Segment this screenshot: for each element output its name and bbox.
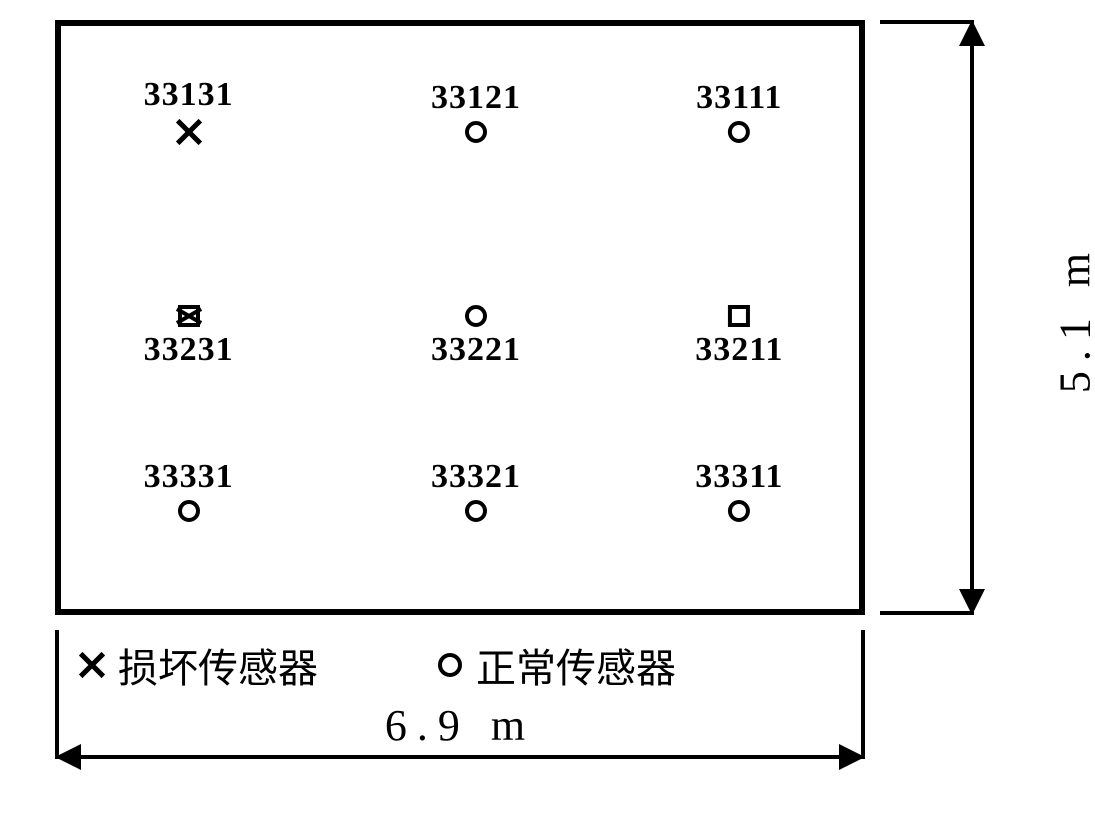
sensor-label: 33331: [144, 458, 234, 496]
dim-v-ext-top: [880, 20, 970, 24]
square-icon: [728, 305, 750, 327]
circle-icon: [728, 500, 750, 522]
x-square-icon: [178, 305, 200, 327]
sensor-33231: 33231: [144, 301, 234, 369]
legend-item: 正常传感器: [438, 636, 676, 694]
sensor-33331: 33331: [144, 458, 234, 526]
dim-h-line: [55, 755, 865, 759]
sensor-label: 33211: [695, 331, 783, 369]
sensor-33121: 33121: [431, 79, 521, 147]
circle-icon: [438, 653, 462, 677]
sensor-33111: 33111: [696, 79, 782, 147]
circle-icon: [465, 121, 487, 143]
dim-h-ext-right: [861, 630, 865, 755]
dim-h-ext-left: [55, 630, 59, 755]
legend: 损坏传感器 正常传感器: [80, 636, 860, 694]
sensor-label: 33231: [144, 331, 234, 369]
dim-v-ext-bot: [880, 611, 970, 615]
dim-v-arrow-top: [959, 20, 985, 46]
sensor-33211: 33211: [695, 301, 783, 369]
legend-item: 损坏传感器: [80, 636, 318, 694]
legend-label: 正常传感器: [476, 636, 676, 694]
sensor-33311: 33311: [695, 458, 783, 526]
dim-h-label: 6.9 m: [385, 700, 535, 751]
sensor-label: 33111: [696, 79, 782, 117]
sensor-label: 33221: [431, 331, 521, 369]
circle-icon: [465, 305, 487, 327]
x-icon: [80, 653, 104, 677]
sensor-33131: 33131: [144, 76, 234, 150]
dimension-horizontal: 6.9 m: [55, 720, 865, 800]
sensor-label: 33321: [431, 458, 521, 496]
legend-label: 损坏传感器: [118, 636, 318, 694]
dim-v-arrow-bot: [959, 589, 985, 615]
circle-icon: [178, 500, 200, 522]
sensor-label: 33311: [695, 458, 783, 496]
x-icon: [175, 118, 203, 146]
sensor-label: 33131: [144, 76, 234, 114]
sensor-field-box: 33131 33121 33111 33231 33221 33211 33331 33321…: [55, 20, 865, 615]
dim-h-arrow-right: [839, 744, 865, 770]
sensor-label: 33121: [431, 79, 521, 117]
dimension-vertical: 5.1 m: [940, 20, 1060, 615]
circle-icon: [728, 121, 750, 143]
dim-v-line: [970, 20, 974, 615]
sensor-33321: 33321: [431, 458, 521, 526]
dim-v-label: 5.1 m: [1050, 242, 1095, 392]
dim-h-arrow-left: [55, 744, 81, 770]
circle-icon: [465, 500, 487, 522]
sensor-layout-diagram: 33131 33121 33111 33231 33221 33211 33331 33321…: [40, 20, 1060, 800]
sensor-33221: 33221: [431, 301, 521, 369]
